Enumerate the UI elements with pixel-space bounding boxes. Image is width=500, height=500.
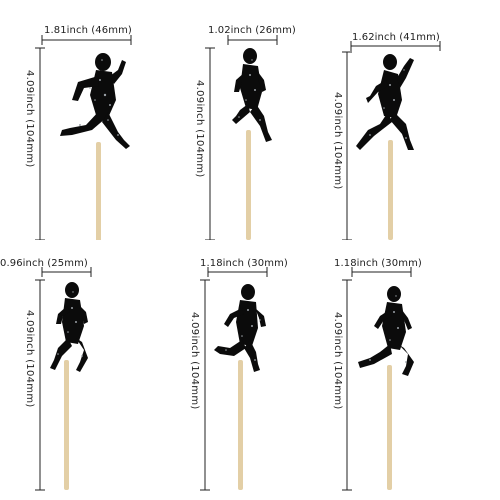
topper-6: 1.18inch (30mm) 4.09inch (104mm): [320, 250, 480, 491]
height-label: 4.09inch (104mm): [24, 70, 35, 168]
glitter-specks: [79, 59, 119, 136]
height-dimension-line: [342, 51, 352, 240]
height-dimension-line: [35, 279, 45, 491]
width-dimension-line: [41, 267, 92, 277]
height-dimension-line: [200, 279, 210, 491]
topper-1-drawing: [35, 35, 132, 240]
glitter-specks: [369, 295, 407, 363]
height-label: 4.09inch (104mm): [332, 312, 343, 410]
width-dimension-line: [207, 267, 268, 277]
width-label: 1.02inch (26mm): [208, 25, 296, 36]
topper-3-drawing: [342, 41, 441, 240]
glitter-specks: [225, 309, 261, 361]
topper-4: 0.96inch (25mm) 4.09inch (104mm): [0, 250, 160, 491]
topper-5: 1.18inch (30mm) 4.09inch (104mm): [160, 250, 320, 491]
runner-silhouette: [50, 282, 88, 372]
toothpick-stick: [64, 360, 69, 490]
toothpick-stick: [387, 365, 392, 490]
width-dimension-line: [351, 267, 412, 277]
width-label: 0.96inch (25mm): [0, 258, 88, 269]
height-label: 4.09inch (104mm): [24, 310, 35, 408]
topper-5-drawing: [200, 267, 268, 491]
topper-2: 1.02inch (26mm) 4.09inch (104mm): [160, 0, 320, 240]
glitter-specks: [57, 291, 83, 357]
width-label: 1.62inch (41mm): [352, 32, 440, 43]
runner-silhouette: [214, 284, 266, 372]
width-dimension-line: [227, 35, 278, 45]
glitter-specks: [369, 69, 407, 139]
topper-3: 1.62inch (41mm) 4.09inch (104mm): [320, 0, 480, 240]
toothpick-stick: [388, 140, 393, 240]
toothpick-stick: [238, 360, 243, 490]
runner-silhouette: [356, 54, 414, 150]
width-dimension-line: [41, 35, 132, 45]
topper-4-drawing: [35, 267, 92, 491]
runner-silhouette: [232, 48, 272, 142]
height-label: 4.09inch (104mm): [194, 80, 205, 178]
width-label: 1.18inch (30mm): [334, 258, 422, 269]
toothpick-stick: [96, 142, 101, 240]
glitter-specks: [238, 59, 261, 121]
toothpick-stick: [246, 130, 251, 240]
runner-silhouette: [358, 286, 414, 376]
width-label: 1.81inch (46mm): [44, 25, 132, 36]
height-dimension-line: [35, 47, 45, 240]
width-dimension-line: [350, 41, 441, 51]
runner-silhouette: [60, 53, 130, 149]
topper-1: 1.81inch (46mm) 4.09inch (104mm): [0, 0, 160, 240]
height-dimension-line: [342, 279, 352, 491]
width-label: 1.18inch (30mm): [200, 258, 288, 269]
height-label: 4.09inch (104mm): [189, 312, 200, 410]
topper-2-drawing: [205, 35, 278, 240]
topper-6-drawing: [342, 267, 414, 491]
height-label: 4.09inch (104mm): [332, 92, 343, 190]
height-dimension-line: [205, 47, 215, 240]
